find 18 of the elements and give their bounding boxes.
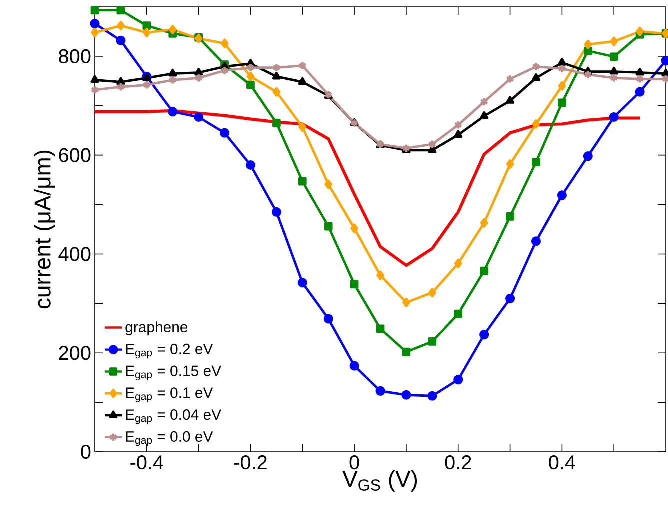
y-tick-label: 800 [59,49,91,64]
legend-label: E$_{gap}$ = 0.2 eV [126,344,214,359]
legend-label: E$_{gap}$ = 0.04 eV [126,410,222,424]
legend-label: graphene [126,322,188,336]
x-axis-title: V$_{GS}$ (V) [342,470,418,492]
legend-label: E$_{gap}$ = 0.1 eV [126,388,214,402]
y-axis-title: current (μA/μm) [34,150,56,309]
x-tick-label: 0 [350,456,360,470]
x-tick-label: -0.2 [234,456,267,470]
x-tick-label: -0.4 [130,456,164,470]
x-tick-label: 0.4 [549,456,576,470]
y-tick-label: 600 [59,148,91,162]
y-tick-label: 400 [58,247,91,262]
x-tick-label: 0.2 [445,456,472,470]
legend-label: E$_{gap}$ = 0.15 eV [126,366,222,381]
legend-label: E$_{gap}$ = 0.0 eV [126,431,214,446]
y-tick-label: 200 [59,346,91,360]
y-tick-label: 0 [81,444,91,460]
